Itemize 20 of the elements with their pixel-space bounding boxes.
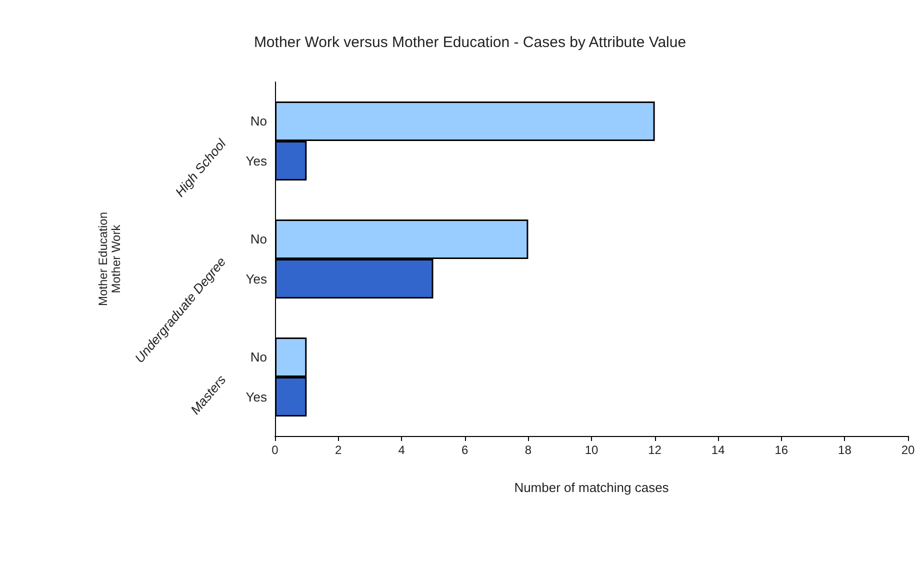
x-tick-label: 4	[398, 443, 406, 457]
x-tick-label: 20	[901, 443, 915, 457]
text: Yes	[246, 389, 267, 404]
x-tick-label: 6	[462, 443, 469, 457]
x-tick-label: 14	[711, 443, 726, 457]
y-axis-title: Mother Education Mother Work	[96, 212, 124, 306]
x-tick-label: 12	[648, 443, 662, 457]
x-tick-label: 16	[774, 443, 788, 457]
series-label: No	[250, 114, 267, 129]
x-tick-label: 2	[334, 443, 342, 457]
text: Yes	[246, 271, 267, 286]
chart-title: Mother Work versus Mother Education - Cases by Attribute Value	[254, 34, 686, 51]
x-tick-label: 18	[838, 443, 852, 457]
text: No	[250, 350, 267, 365]
x-axis-title: Number of matching cases	[514, 480, 670, 495]
series-label: Yes	[246, 153, 268, 168]
x-tick-label: 0	[272, 443, 279, 457]
x-tick-label: 10	[584, 443, 598, 457]
text: No	[250, 232, 267, 247]
x-tick-label: 8	[524, 443, 532, 457]
